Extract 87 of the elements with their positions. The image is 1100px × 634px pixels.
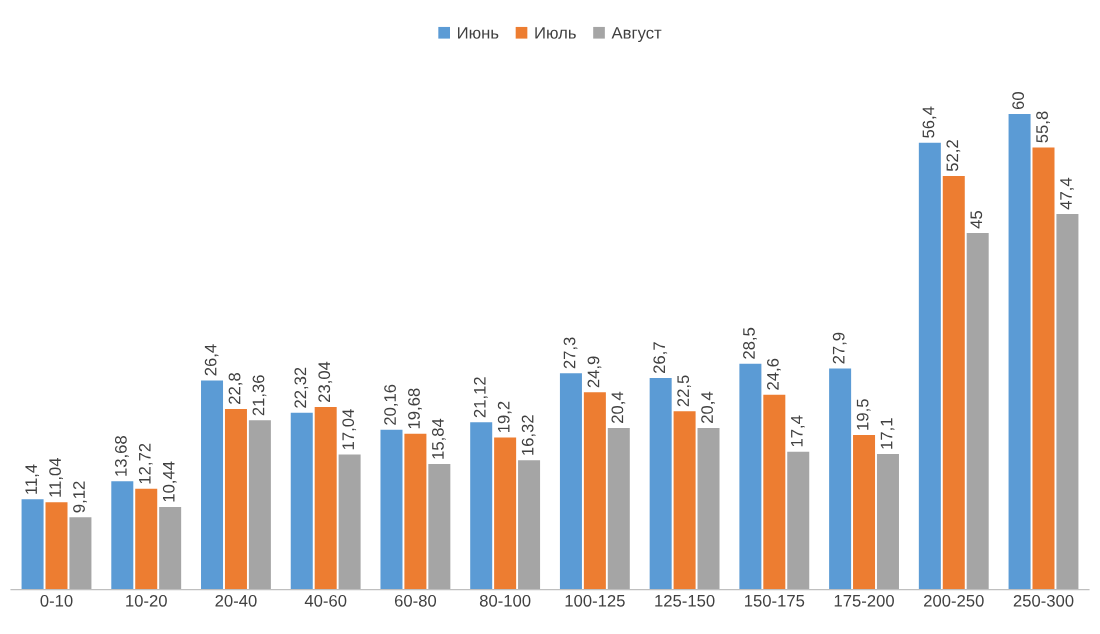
data-label: 56,4 <box>922 106 937 138</box>
bar <box>583 392 606 590</box>
data-label: 16,32 <box>521 415 536 455</box>
bar <box>1008 114 1031 590</box>
bar <box>21 499 44 590</box>
bar <box>1032 147 1055 590</box>
bar <box>876 454 899 590</box>
data-label: 19,2 <box>497 401 512 433</box>
bar <box>739 363 762 590</box>
bar <box>763 394 786 590</box>
bar <box>697 427 720 590</box>
bar <box>966 232 989 590</box>
x-tick-label: 100-125 <box>565 594 625 607</box>
bar <box>494 437 517 590</box>
bar <box>314 407 337 590</box>
data-label: 21,12 <box>473 377 488 418</box>
data-label: 23,04 <box>318 361 333 403</box>
data-label: 24,6 <box>766 358 781 390</box>
bar <box>201 380 224 590</box>
bar <box>673 411 696 590</box>
x-tick-label: 0-10 <box>40 594 73 607</box>
data-label: 52,2 <box>946 140 961 172</box>
bar <box>470 422 493 590</box>
data-label: 28,5 <box>743 327 757 359</box>
x-tick-label: 150-175 <box>745 594 805 607</box>
data-label: 45 <box>970 210 983 229</box>
bar <box>1056 213 1079 590</box>
x-tick-label: 60-80 <box>394 594 437 607</box>
data-label: 17,4 <box>791 415 805 447</box>
data-label: 47,4 <box>1060 177 1074 210</box>
data-label: 10,44 <box>162 461 177 502</box>
bar <box>69 517 92 590</box>
data-label: 22,32 <box>294 367 309 408</box>
x-tick-label: 125-150 <box>655 594 715 607</box>
data-label: 21,36 <box>252 375 267 416</box>
data-label: 22,5 <box>677 375 692 407</box>
data-label: 19,5 <box>856 399 871 430</box>
bar <box>248 420 271 590</box>
x-tick-label: 20-40 <box>215 594 257 607</box>
data-label: 17,1 <box>880 418 895 449</box>
bar <box>224 408 247 590</box>
data-label: 24,9 <box>587 356 602 388</box>
bar <box>111 481 134 590</box>
bar <box>649 378 672 590</box>
data-label: 55,8 <box>1036 111 1050 143</box>
x-tick-label: 80-100 <box>479 594 531 607</box>
bar <box>787 451 810 590</box>
data-label: 15,84 <box>432 418 446 459</box>
bar <box>918 142 941 590</box>
bar <box>829 368 852 590</box>
data-label: 13,68 <box>114 436 129 476</box>
bar <box>428 464 451 590</box>
bar <box>607 427 630 590</box>
bar <box>338 454 361 590</box>
bar <box>853 435 876 590</box>
data-label: 17,04 <box>342 409 357 450</box>
legend-label: Июль <box>535 27 576 39</box>
bar <box>45 502 68 590</box>
data-label: 20,16 <box>384 384 398 425</box>
data-label: 60 <box>1012 92 1025 110</box>
data-label: 11,04 <box>49 457 63 497</box>
bar <box>159 506 182 590</box>
data-label: 26,7 <box>653 342 668 374</box>
x-tick-label: 200-250 <box>924 594 984 607</box>
bar <box>135 488 158 590</box>
bar <box>290 412 313 590</box>
data-label: 22,8 <box>228 373 243 404</box>
bar <box>518 460 541 590</box>
data-label: 12,72 <box>138 443 153 484</box>
legend-label: Август <box>611 27 662 43</box>
x-tick-label: 175-200 <box>834 594 894 607</box>
data-label: 19,68 <box>408 388 422 429</box>
data-label: 20,4 <box>611 391 626 423</box>
legend-label: Июнь <box>458 27 499 39</box>
data-label: 27,9 <box>832 332 847 364</box>
data-label: 20,4 <box>701 391 715 423</box>
x-tick-label: 250-300 <box>1013 594 1074 607</box>
bar <box>559 373 582 590</box>
bar <box>380 429 403 590</box>
data-label: 26,4 <box>204 344 219 376</box>
data-label: 27,3 <box>563 337 578 369</box>
bar <box>942 175 965 590</box>
x-tick-label: 40-60 <box>304 594 347 607</box>
data-label: 11,4 <box>25 464 40 494</box>
x-tick-label: 10-20 <box>126 594 167 607</box>
data-label: 9,12 <box>73 481 87 513</box>
bar <box>404 433 427 590</box>
